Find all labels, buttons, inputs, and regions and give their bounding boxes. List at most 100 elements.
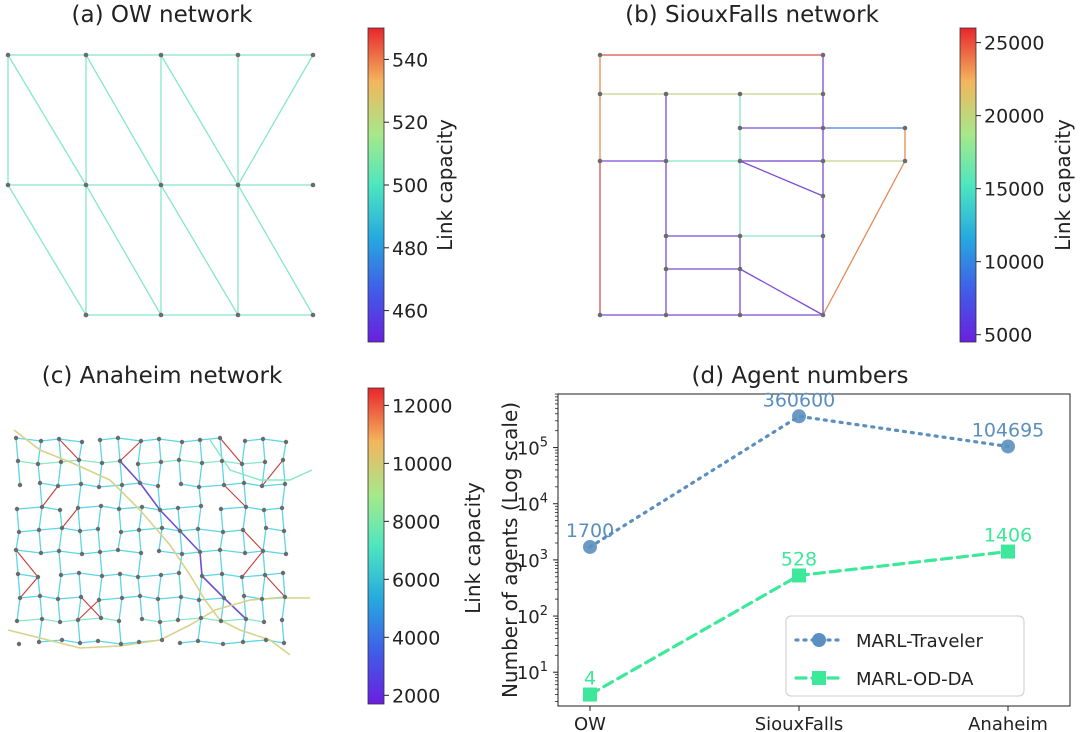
siouxfalls-node: [663, 91, 669, 97]
anaheim-link: [119, 573, 123, 599]
anaheim-node: [158, 572, 164, 578]
anaheim-link: [181, 439, 201, 443]
anaheim-link: [38, 506, 43, 531]
anaheim-link: [244, 550, 264, 554]
anaheim-link: [100, 505, 120, 510]
anaheim-node: [260, 436, 266, 442]
anaheim-link: [137, 574, 162, 578]
anaheim-node: [262, 572, 268, 578]
anaheim-node: [198, 503, 204, 509]
ow-colorbar: 540 520 500 480 460 Link capacity: [367, 27, 457, 343]
anaheim-link: [98, 484, 123, 488]
ow-node: [310, 312, 316, 318]
anaheim-link: [41, 506, 61, 511]
anaheim-link: [178, 459, 203, 464]
ow-node: [235, 182, 241, 188]
anaheim-link: [179, 640, 199, 644]
anaheim-link: [261, 461, 266, 487]
anaheim-node: [221, 595, 227, 601]
anaheim-link: [178, 441, 183, 461]
anaheim-link: [15, 531, 20, 551]
anaheim-node: [156, 436, 162, 442]
ow-link: [160, 184, 239, 316]
anaheim-links: [7, 429, 313, 656]
siouxfalls-colorbar-tick-label: 5000: [984, 325, 1032, 347]
anaheim-link: [159, 621, 163, 641]
anaheim-link: [222, 529, 244, 533]
anaheim-node: [96, 484, 102, 490]
anaheim-node: [261, 507, 267, 513]
anaheim-link: [222, 641, 244, 645]
anaheim-colorbar-tick-label: 8000: [392, 511, 440, 533]
siouxfalls-colorbar-tick-label: 15000: [984, 179, 1044, 201]
anaheim-link: [159, 507, 179, 511]
anaheim-node: [36, 527, 42, 533]
anaheim-node: [157, 619, 163, 625]
anaheim-link: [17, 573, 39, 578]
anaheim-link: [159, 509, 163, 529]
anaheim-link: [281, 619, 285, 644]
data-point-marl-traveler: [792, 409, 806, 424]
anaheim-link: [179, 528, 199, 532]
anaheim-node: [16, 529, 22, 535]
anaheim-node: [218, 506, 224, 512]
data-point-marl-od-da: [792, 568, 806, 583]
anaheim-node: [178, 594, 184, 600]
anaheim-link: [263, 507, 283, 511]
anaheim-link: [117, 531, 122, 551]
anaheim-node: [75, 505, 81, 511]
anaheim-node: [137, 593, 143, 599]
anaheim-node: [97, 437, 103, 443]
ow-colorbar-tick-label: 500: [392, 175, 428, 197]
anaheim-link: [141, 618, 161, 623]
anaheim-node: [158, 459, 164, 465]
anaheim-link: [261, 483, 286, 487]
anaheim-node: [176, 570, 182, 576]
anaheim-link: [37, 463, 41, 484]
xtick-label: Anaheim: [968, 714, 1048, 732]
anaheim-link: [57, 461, 62, 487]
anaheim-node: [195, 526, 201, 532]
ow-node: [5, 182, 11, 188]
siouxfalls-network-panel: (b) SiouxFalls network 25000 20000 15000 10…: [597, 2, 1075, 347]
anaheim-node: [138, 550, 144, 556]
legend-marker: [812, 671, 826, 685]
siouxfalls-links: [599, 54, 906, 316]
anaheim-link: [261, 598, 265, 623]
anaheim-link: [99, 549, 119, 553]
legend-label: MARL-OD-DA: [856, 669, 974, 690]
siouxfalls-colorbar-label: Link capacity: [1051, 119, 1075, 251]
siouxfalls-node: [597, 52, 603, 58]
anaheim-link: [219, 437, 243, 465]
ytick-label: 101: [517, 660, 548, 684]
anaheim-node: [217, 435, 223, 441]
anaheim-link: [197, 528, 224, 533]
anaheim-node: [115, 547, 121, 553]
anaheim-node: [76, 457, 82, 463]
anaheim-node: [59, 637, 65, 643]
anaheim-node: [55, 483, 61, 489]
anaheim-link: [242, 529, 246, 554]
ow-node: [5, 52, 11, 58]
siouxfalls-node: [597, 91, 603, 97]
anaheim-node: [117, 571, 123, 577]
anaheim-node: [219, 571, 225, 577]
anaheim-link: [17, 460, 39, 465]
siouxfalls-node: [820, 91, 826, 97]
anaheim-link: [157, 598, 161, 623]
anaheim-link: [58, 438, 83, 443]
anaheim-node: [97, 549, 103, 555]
siouxfalls-colorbar-tick-label: 10000: [984, 252, 1044, 274]
anaheim-link: [101, 460, 121, 464]
data-label-marl-od-da: 1406: [984, 525, 1032, 547]
anaheim-link: [39, 482, 59, 487]
anaheim-link: [197, 505, 202, 530]
data-label-marl-od-da: 528: [781, 548, 817, 570]
agent-chart-legend: MARL-Traveler MARL-OD-DA: [785, 615, 1025, 697]
anaheim-link: [61, 507, 79, 529]
anaheim-link: [201, 575, 225, 599]
anaheim-node: [77, 640, 83, 646]
siouxfalls-node: [663, 266, 669, 272]
anaheim-link: [118, 484, 123, 510]
anaheim-node: [117, 458, 123, 464]
